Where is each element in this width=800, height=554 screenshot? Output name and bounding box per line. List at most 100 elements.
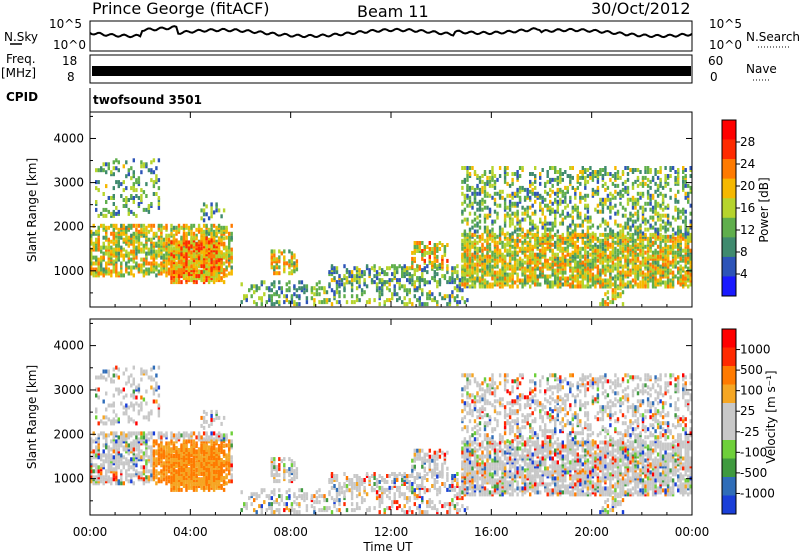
power-cell <box>679 274 682 279</box>
power-cell <box>105 213 108 218</box>
power-cell <box>549 221 552 226</box>
power-cell <box>463 207 467 212</box>
power-cell <box>298 302 301 307</box>
power-cell <box>626 248 630 253</box>
power-cell <box>403 264 406 269</box>
power-cell <box>569 274 572 279</box>
power-cell <box>513 201 517 206</box>
power-cell <box>591 174 595 178</box>
power-cell <box>448 276 452 281</box>
power-cell <box>481 207 484 212</box>
power-cell <box>621 302 625 307</box>
power-cell <box>624 166 627 170</box>
velocity-cell <box>112 477 115 482</box>
power-cell <box>100 166 103 171</box>
power-cell <box>651 240 655 245</box>
power-cell <box>117 180 120 185</box>
power-cell <box>305 296 309 301</box>
power-cell <box>529 221 532 226</box>
power-cell <box>606 193 610 198</box>
power-cell <box>466 217 469 222</box>
power-cell <box>298 286 301 291</box>
power-cell <box>473 284 477 289</box>
velocity-cell <box>142 465 146 470</box>
power-cell <box>614 172 617 176</box>
power-cell <box>619 282 622 287</box>
power-cell <box>112 166 115 171</box>
power-cell <box>448 298 452 303</box>
power-cell <box>561 252 564 257</box>
power-cell <box>202 236 206 241</box>
power-cell <box>651 205 655 210</box>
power-cell <box>288 300 291 305</box>
power-cell <box>534 174 537 178</box>
power-cell <box>403 284 406 289</box>
power-cell <box>606 278 610 283</box>
power-cell <box>205 204 208 209</box>
power-cell <box>456 300 459 305</box>
power-cell <box>217 252 221 257</box>
power-cell <box>90 271 93 276</box>
power-cell <box>682 211 685 216</box>
power-cell <box>666 262 670 267</box>
power-cell <box>574 203 577 208</box>
power-cell <box>195 236 198 241</box>
power-cell <box>544 238 547 243</box>
power-cell <box>210 238 213 243</box>
power-cell <box>328 270 331 275</box>
power-cell <box>381 280 384 285</box>
power-cell <box>436 272 439 277</box>
power-cell <box>564 240 567 245</box>
power-cell <box>531 172 534 176</box>
power-cell <box>651 193 655 198</box>
power-cell <box>689 248 692 253</box>
freq-tick-low: 8 <box>67 70 75 84</box>
power-cell <box>468 185 472 190</box>
power-cell <box>493 185 497 190</box>
power-cell <box>473 170 477 174</box>
power-cell <box>574 252 577 257</box>
power-cell <box>483 258 487 263</box>
power-cell <box>112 247 115 252</box>
power-cell <box>398 286 401 291</box>
power-cell <box>270 255 273 260</box>
power-cell <box>140 194 143 198</box>
power-cell <box>202 264 206 269</box>
power-cell <box>313 298 316 303</box>
power-cell <box>511 280 514 285</box>
power-cell <box>561 274 564 279</box>
power-cell <box>115 166 118 171</box>
power-cell <box>684 238 687 243</box>
power-cell <box>438 247 442 251</box>
velocity-cell <box>135 435 138 440</box>
power-cell <box>611 181 615 186</box>
power-cell <box>335 286 339 291</box>
power-cell <box>559 242 562 247</box>
power-cell <box>534 166 537 170</box>
power-cell <box>581 166 584 170</box>
power-cell <box>255 302 258 307</box>
power-cell <box>431 260 434 265</box>
power-cell <box>516 278 519 283</box>
power-cell <box>649 168 652 172</box>
power-cell <box>117 255 120 260</box>
velocity-cell <box>95 475 98 480</box>
power-cell <box>619 201 622 206</box>
power-cell <box>192 264 196 269</box>
power-cell <box>661 234 665 239</box>
power-cell <box>393 264 396 269</box>
power-cell <box>566 252 569 257</box>
power-cell <box>531 276 534 281</box>
power-cell <box>596 270 600 275</box>
velocity-cell <box>135 447 138 452</box>
power-cell <box>513 211 517 216</box>
power-cell <box>501 189 504 194</box>
power-cell <box>205 240 208 245</box>
power-cell <box>383 300 386 305</box>
power-cell <box>403 296 406 301</box>
power-cell <box>669 244 672 249</box>
power-cell <box>190 238 193 243</box>
power-cell <box>205 223 208 228</box>
power-cell <box>671 250 675 255</box>
power-cell <box>541 195 544 200</box>
